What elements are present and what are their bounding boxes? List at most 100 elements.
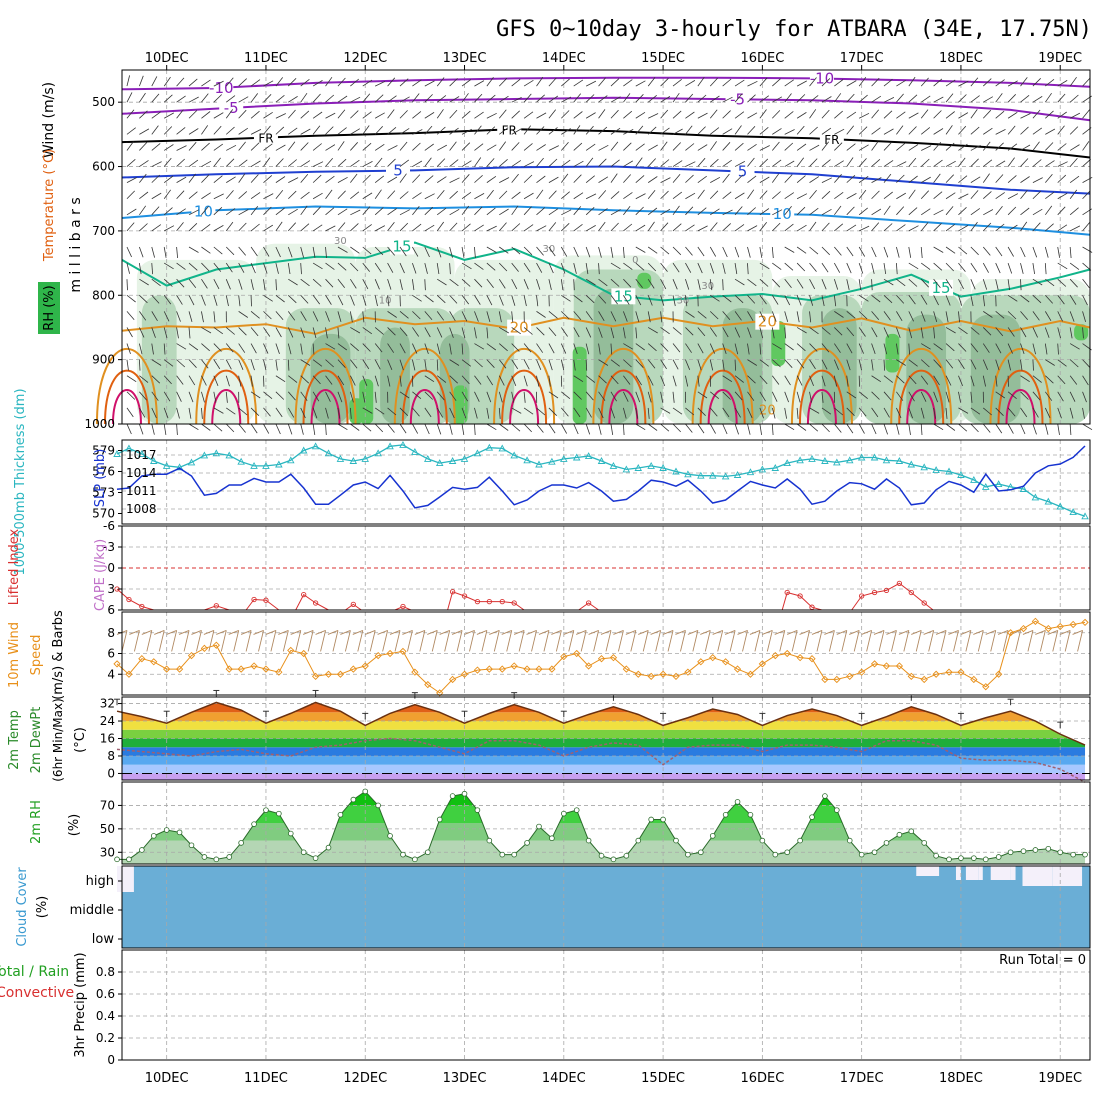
cloud-level-label: low: [92, 932, 115, 947]
wind-barb: [449, 96, 460, 103]
wind-barb: [573, 375, 584, 383]
wind-barb: [449, 246, 453, 258]
wind-barb: [958, 80, 969, 87]
wind-barb: [474, 80, 485, 87]
wind10-barb: [146, 630, 153, 652]
wind-barb: [325, 207, 335, 216]
wind10-barb: [749, 630, 761, 635]
wind-axis-label: Wind (m/s): [41, 82, 57, 158]
contour-label-bg: [219, 99, 244, 116]
wind-barb: [759, 176, 770, 183]
wind-barb: [1032, 294, 1042, 304]
wind-barb: [809, 311, 812, 323]
thickness-point: [733, 471, 742, 478]
rh2m-point: [139, 847, 145, 853]
wind-barb: [300, 423, 304, 435]
lifted-index-point: [883, 587, 890, 594]
rh2m-point: [995, 854, 1002, 860]
wind-barb: [412, 327, 420, 337]
temp-tick-label: 32: [100, 697, 115, 711]
wind-barb: [995, 246, 1003, 257]
wind-barb: [871, 95, 882, 103]
wind-barb: [275, 158, 284, 167]
wind-barb: [399, 262, 405, 274]
wind-barb: [623, 343, 634, 350]
wind-barb: [387, 279, 392, 290]
wind-barb: [374, 175, 385, 183]
wind-barb: [896, 161, 907, 167]
isotherm--10: [121, 76, 1091, 91]
wind-barb: [288, 177, 299, 183]
rh2m-point: [772, 851, 779, 858]
wind-barb: [685, 206, 694, 216]
wind-barb: [548, 423, 556, 434]
wind-barb: [523, 327, 533, 335]
wind-barb: [449, 208, 460, 216]
rh2m-point: [400, 851, 406, 858]
wind-barb: [498, 222, 507, 232]
wind-barb: [908, 423, 911, 435]
thickness-point: [1044, 497, 1053, 505]
wind-barb: [610, 375, 619, 385]
wind-barb: [784, 93, 792, 103]
wind-barb: [325, 278, 334, 288]
wind-barb: [709, 359, 714, 371]
rh2m-point: [1020, 848, 1027, 854]
wind-barb: [225, 190, 234, 199]
wind-barb: [300, 160, 311, 167]
wind-barb: [821, 141, 830, 151]
wind10-barb: [662, 630, 674, 635]
wind10-barb: [489, 630, 500, 635]
wind-barb: [412, 142, 421, 151]
thickness-tick-label: 573: [92, 486, 115, 500]
wind-barb: [1057, 423, 1060, 435]
wind-barb: [747, 391, 755, 401]
wind-barb: [325, 76, 333, 87]
thickness-point: [275, 460, 283, 468]
wind-barb: [287, 263, 291, 275]
wind-barb: [1082, 391, 1087, 403]
wind-barb: [920, 262, 931, 270]
wind-barb: [201, 407, 203, 419]
wind-barb: [784, 192, 795, 200]
contour-label-bg: [507, 319, 532, 336]
wind-barb: [1082, 176, 1093, 183]
wind-barb: [871, 375, 882, 383]
wind-barb: [548, 279, 552, 290]
wind-barb: [833, 262, 841, 273]
wind-barb: [188, 359, 197, 368]
wind-barb: [598, 375, 607, 384]
wind-barb: [635, 157, 643, 167]
thickness-point: [895, 457, 904, 464]
rh-contour-label: 10: [379, 296, 392, 307]
wind-barb: [610, 173, 618, 183]
wind-barb: [138, 343, 143, 355]
wind-barb: [722, 359, 725, 371]
wind-speed-point: [212, 641, 220, 649]
wind-barb: [499, 177, 510, 183]
wind-barb: [858, 246, 866, 257]
wind-barb: [288, 96, 298, 103]
temp-unit-label: (°C): [73, 727, 88, 753]
surface-contour: [691, 348, 754, 425]
wind-barb: [809, 343, 818, 352]
wind-barb: [263, 279, 266, 291]
wind-barb: [759, 95, 770, 103]
surface-contour: [401, 369, 448, 425]
wind-barb: [970, 208, 981, 216]
wind-barb: [436, 158, 446, 167]
wind-barb: [933, 223, 942, 232]
wind-barb: [300, 407, 306, 419]
wind-barb: [561, 173, 569, 183]
wind-barb: [920, 407, 925, 419]
wind-barb: [151, 93, 160, 103]
wind-barb: [362, 206, 371, 216]
wind-barb: [995, 79, 1005, 87]
wind-speed-point: [460, 670, 469, 678]
wind-barb: [1045, 223, 1054, 232]
wind-barb: [920, 208, 931, 216]
wind-barb: [920, 278, 929, 288]
wind-barb: [635, 193, 646, 200]
wind-barb: [461, 93, 469, 103]
rh-contour-label: 30: [543, 244, 556, 255]
